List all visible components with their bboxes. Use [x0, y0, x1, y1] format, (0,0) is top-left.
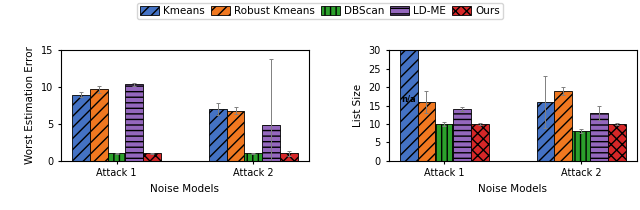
Text: n/a: n/a	[401, 95, 416, 104]
Bar	[227, 111, 244, 161]
Bar	[608, 124, 625, 161]
Bar	[262, 125, 280, 161]
Bar	[453, 109, 471, 161]
Bar	[435, 124, 453, 161]
Y-axis label: Worst Estimation Error: Worst Estimation Error	[25, 47, 35, 164]
Bar	[244, 153, 262, 161]
X-axis label: Noise Models: Noise Models	[478, 184, 547, 194]
Bar	[280, 153, 298, 161]
Bar	[536, 102, 554, 161]
Y-axis label: List Size: List Size	[353, 84, 363, 127]
Bar	[471, 124, 489, 161]
Bar	[590, 113, 608, 161]
Bar	[209, 109, 227, 161]
Bar	[72, 94, 90, 161]
Bar	[125, 84, 143, 161]
Bar	[417, 102, 435, 161]
Legend: Kmeans, Robust Kmeans, DBScan, LD-ME, Ours: Kmeans, Robust Kmeans, DBScan, LD-ME, Ou…	[137, 3, 503, 19]
X-axis label: Noise Models: Noise Models	[150, 184, 220, 194]
Bar	[108, 153, 125, 161]
Bar	[400, 50, 417, 161]
Bar	[554, 91, 572, 161]
Bar	[572, 131, 590, 161]
Bar	[90, 89, 108, 161]
Bar	[143, 153, 161, 161]
